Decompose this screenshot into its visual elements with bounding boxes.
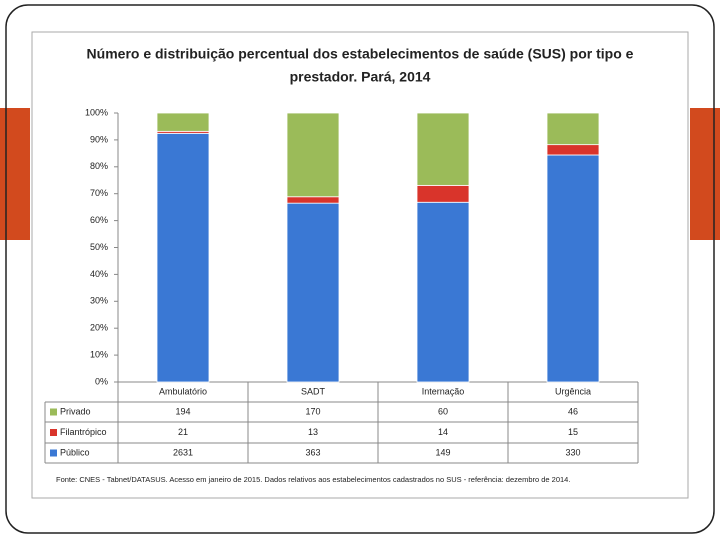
- table-cell: 60: [438, 406, 448, 416]
- table-cell: 2631: [173, 447, 193, 457]
- legend-swatch: [50, 449, 57, 457]
- y-tick-label: 60%: [90, 215, 108, 225]
- table-cell: 46: [568, 406, 578, 416]
- side-tab: [0, 108, 30, 240]
- legend-swatch: [50, 429, 57, 436]
- bar-segment: [156, 112, 210, 132]
- footnote: Fonte: CNES - Tabnet/DATASUS. Acesso em …: [56, 475, 570, 484]
- bar-segment: [546, 112, 600, 146]
- side-tab: [690, 108, 720, 240]
- y-tick-label: 70%: [90, 188, 108, 198]
- table-cell: 149: [435, 447, 450, 457]
- table-cell: 363: [305, 447, 320, 457]
- bar-segment: [416, 112, 470, 186]
- bar-segment: [546, 144, 600, 156]
- table-cell: 330: [565, 447, 580, 457]
- x-tick-label: Internação: [422, 386, 465, 396]
- y-tick-label: 90%: [90, 134, 108, 144]
- bar-segment: [286, 112, 340, 198]
- bar-segment: [286, 196, 340, 204]
- y-tick-label: 50%: [90, 242, 108, 252]
- table-cell: 14: [438, 427, 448, 437]
- x-tick-label: SADT: [301, 386, 326, 396]
- x-tick-label: Ambulatório: [159, 386, 207, 396]
- legend-label: Filantrópico: [60, 427, 107, 437]
- legend-label: Público: [60, 447, 90, 457]
- x-tick-label: Urgência: [555, 386, 591, 396]
- bar-segment: [156, 132, 210, 383]
- bar-segment: [416, 184, 470, 203]
- table-cell: 170: [305, 406, 320, 416]
- y-tick-label: 40%: [90, 269, 108, 279]
- legend-label: Privado: [60, 406, 91, 416]
- y-tick-label: 0%: [95, 376, 108, 386]
- bar-segment: [286, 202, 340, 383]
- legend-swatch: [50, 408, 57, 416]
- table-cell: 21: [178, 427, 188, 437]
- y-tick-label: 10%: [90, 349, 108, 359]
- table-cell: 13: [308, 427, 318, 437]
- bar-segment: [416, 201, 470, 383]
- table-cell: 194: [175, 406, 190, 416]
- table-cell: 15: [568, 427, 578, 437]
- y-tick-label: 30%: [90, 296, 108, 306]
- bar-segment: [546, 154, 600, 383]
- y-tick-label: 80%: [90, 161, 108, 171]
- slide-frame: [5, 4, 715, 534]
- y-tick-label: 20%: [90, 323, 108, 333]
- chart-title: prestador. Pará, 2014: [290, 69, 431, 85]
- y-tick-label: 100%: [85, 107, 108, 117]
- chart-title: Número e distribuição percentual dos est…: [87, 46, 634, 62]
